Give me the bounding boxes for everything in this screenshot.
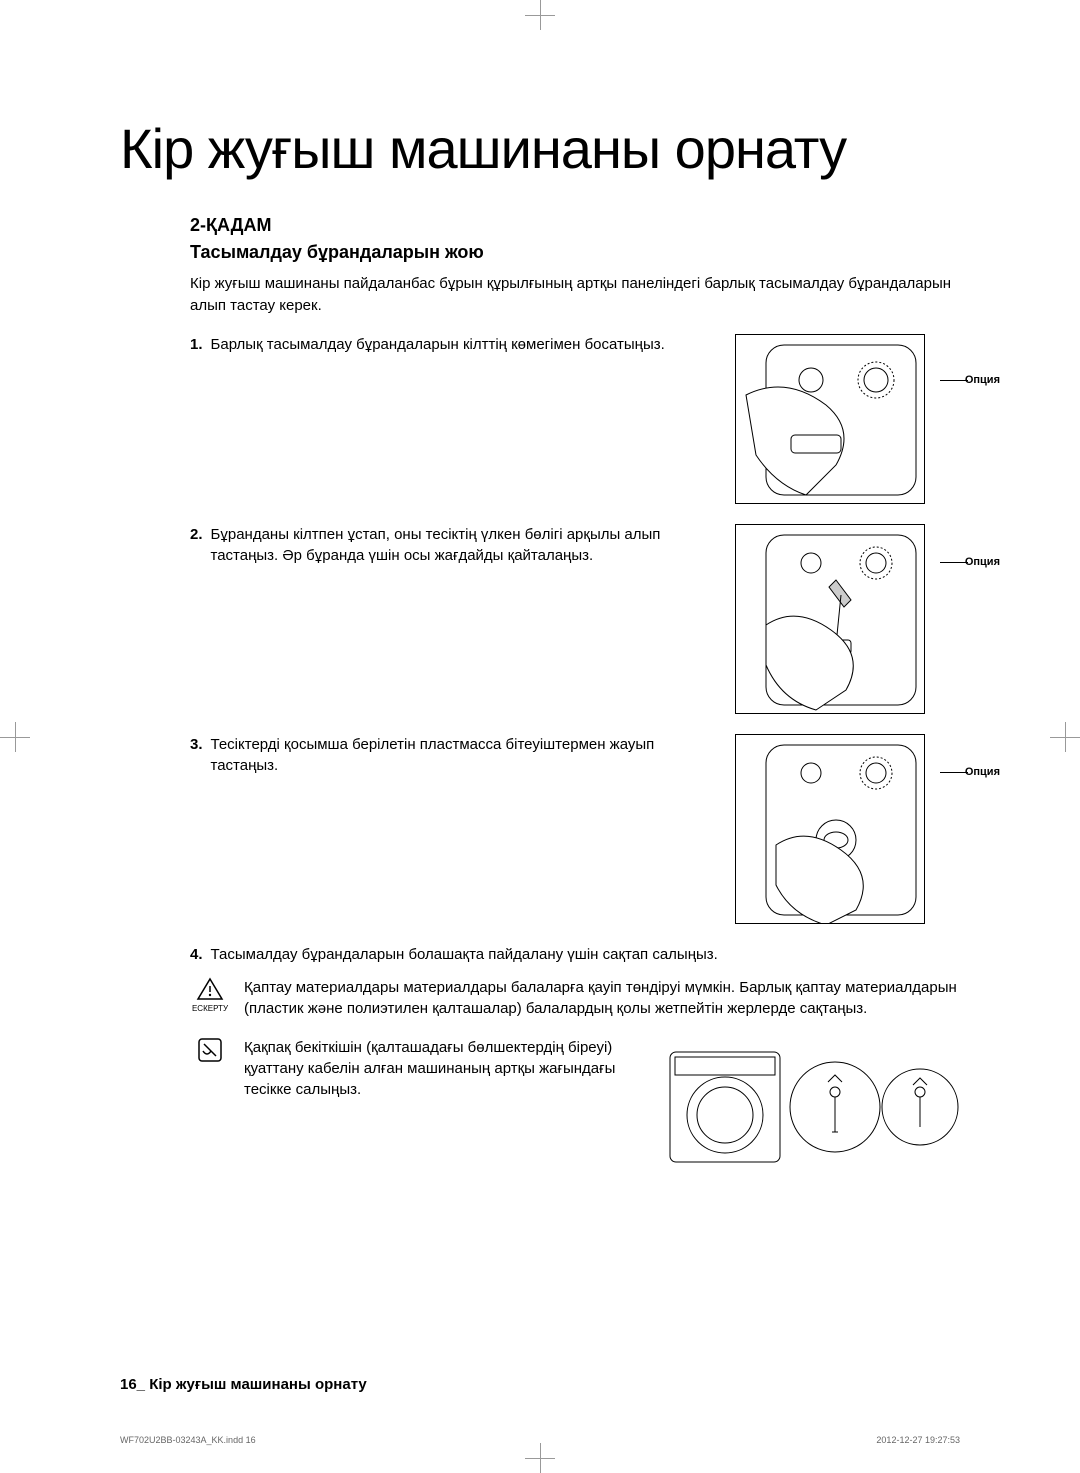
instruction-body: Тасымалдау бұрандаларын болашақта пайдал… [211,944,718,965]
instruction-number: 2. [190,524,203,566]
figure-illustration [735,734,925,924]
callout-line [940,772,968,773]
step-label: 2-ҚАДАМ [190,215,960,236]
instruction-text: 2. Бұранданы кілтпен ұстап, оны тесіктің… [190,524,717,566]
instruction-row: 1. Барлық тасымалдау бұрандаларын кілтті… [190,334,960,504]
page-footer: 16_ Кір жуғыш машинаны орнату [120,1376,960,1393]
figure-illustration [660,1037,960,1177]
instruction-body: Бұранданы кілтпен ұстап, оны тесіктің үл… [211,524,717,566]
warning-text: Қаптау материалдары материалдары балалар… [244,977,960,1019]
note-text: Қақпақ бекіткішін (қалташадағы бөлшектер… [244,1037,646,1100]
callout-line [940,380,968,381]
instruction-text: 1. Барлық тасымалдау бұрандаларын кілтті… [190,334,717,355]
instruction-body: Барлық тасымалдау бұрандаларын кілттің к… [211,334,665,355]
crop-mark-left [0,722,30,752]
figure-wrapper: Опция [735,334,960,504]
instruction-row: 4. Тасымалдау бұрандаларын болашақта пай… [190,944,960,965]
note-icon [190,1037,230,1065]
warning-label: ЕСКЕРТУ [192,1004,228,1013]
instruction-number: 4. [190,944,203,965]
step-heading: Тасымалдау бұрандаларын жою [190,242,960,263]
crop-mark-right [1050,722,1080,752]
step-intro: Кір жуғыш машинаны пайдаланбас бұрын құр… [190,273,960,317]
imprint-file: WF702U2BB-03243A_KK.indd 16 [120,1435,256,1445]
figure-illustration [735,334,925,504]
crop-mark-top [525,0,555,30]
instruction-row: 3. Тесіктерді қосымша берілетін пластмас… [190,734,960,924]
option-label: Опция [965,556,1000,568]
option-label: Опция [965,374,1000,386]
callout-line [940,562,968,563]
footer-title: Кір жуғыш машинаны орнату [149,1376,367,1393]
info-note: Қақпақ бекіткішін (қалташадағы бөлшектер… [190,1037,960,1177]
page-title: Кір жуғыш машинаны орнату [120,120,960,179]
instruction-body: Тесіктерді қосымша берілетін пластмасса … [211,734,717,776]
option-label: Опция [965,766,1000,778]
crop-mark-bottom [525,1443,555,1473]
instruction-number: 1. [190,334,203,355]
content-block: 2-ҚАДАМ Тасымалдау бұрандаларын жою Кір … [190,215,960,1178]
imprint-row: WF702U2BB-03243A_KK.indd 16 2012-12-27 1… [120,1435,960,1445]
figure-wrapper: Опция [735,734,960,924]
figure-illustration [735,524,925,714]
imprint-timestamp: 2012-12-27 19:27:53 [876,1435,960,1445]
figure-wrapper: Опция [735,524,960,714]
warning-note: ЕСКЕРТУ Қаптау материалдары материалдары… [190,977,960,1019]
page-content: Кір жуғыш машинаны орнату 2-ҚАДАМ Тасыма… [0,0,1080,1237]
warning-icon: ЕСКЕРТУ [190,977,230,1014]
footer-pagenum: 16_ [120,1376,145,1393]
instruction-number: 3. [190,734,203,776]
instruction-row: 2. Бұранданы кілтпен ұстап, оны тесіктің… [190,524,960,714]
instruction-text: 3. Тесіктерді қосымша берілетін пластмас… [190,734,717,776]
